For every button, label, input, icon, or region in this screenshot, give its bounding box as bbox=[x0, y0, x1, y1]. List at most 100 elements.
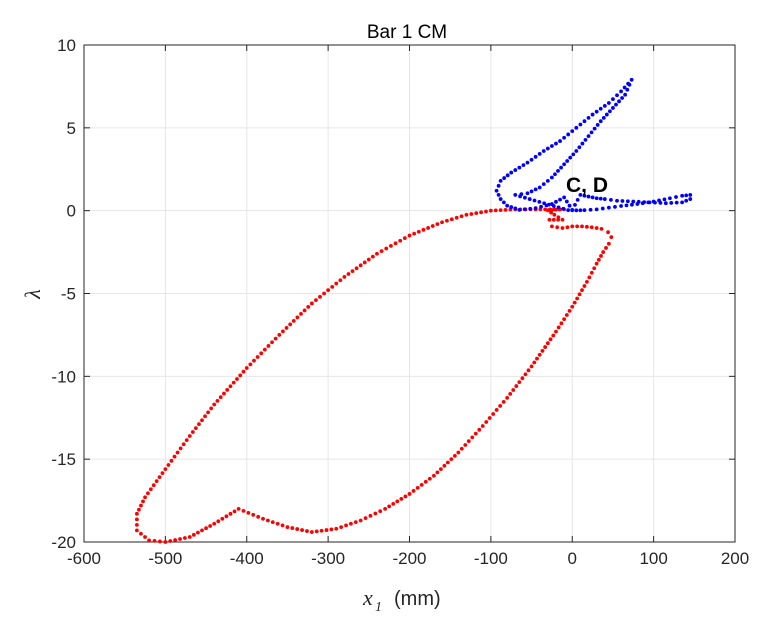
blue-data-point bbox=[674, 200, 679, 205]
red-data-point bbox=[228, 384, 233, 389]
blue-data-point bbox=[554, 141, 558, 146]
y-tick-label: 0 bbox=[67, 202, 76, 221]
red-data-point bbox=[594, 226, 599, 230]
blue-data-point bbox=[630, 202, 634, 207]
blue-data-point bbox=[513, 206, 518, 211]
red-data-point bbox=[173, 538, 178, 542]
red-data-point bbox=[139, 531, 143, 536]
blue-data-point bbox=[558, 197, 562, 202]
blue-data-point bbox=[542, 201, 547, 206]
red-data-point bbox=[442, 463, 447, 468]
blue-data-point bbox=[598, 119, 603, 124]
blue-data-point bbox=[529, 189, 534, 194]
y-tick-label: -20 bbox=[51, 533, 76, 552]
red-data-point bbox=[184, 438, 189, 443]
red-data-point bbox=[197, 422, 201, 427]
red-data-point bbox=[302, 308, 307, 313]
blue-data-point bbox=[562, 162, 567, 167]
blue-data-point bbox=[537, 199, 542, 204]
red-data-point bbox=[551, 217, 556, 222]
red-data-point bbox=[520, 376, 525, 381]
red-data-point bbox=[284, 326, 289, 330]
red-data-point bbox=[587, 275, 592, 280]
y-tick-label: 10 bbox=[57, 36, 76, 55]
blue-data-point bbox=[494, 188, 499, 193]
red-data-point bbox=[232, 509, 237, 514]
red-data-point bbox=[532, 360, 537, 365]
blue-data-point bbox=[669, 201, 674, 205]
blue-data-point bbox=[658, 201, 663, 205]
blue-data-point bbox=[614, 102, 618, 107]
blue-data-point bbox=[533, 206, 538, 211]
x-tick-label: -600 bbox=[67, 549, 101, 568]
red-data-point bbox=[589, 270, 594, 275]
red-data-point bbox=[399, 497, 404, 501]
blue-data-point bbox=[537, 185, 542, 190]
red-data-point bbox=[452, 453, 457, 458]
red-data-point bbox=[580, 224, 584, 229]
blue-data-point bbox=[562, 195, 567, 200]
red-data-point bbox=[488, 208, 493, 213]
red-data-point bbox=[479, 210, 484, 215]
x-axis-label-unit: (mm) bbox=[394, 588, 441, 610]
red-data-point bbox=[329, 527, 334, 532]
red-data-point bbox=[143, 495, 147, 500]
blue-data-point bbox=[615, 93, 619, 98]
blue-data-point bbox=[590, 112, 595, 117]
red-data-point bbox=[606, 241, 611, 246]
blue-data-point bbox=[601, 115, 606, 120]
red-data-point bbox=[445, 460, 450, 465]
red-data-point bbox=[319, 528, 324, 533]
red-data-point bbox=[350, 269, 355, 274]
blue-data-point bbox=[521, 163, 526, 168]
red-data-point bbox=[555, 225, 560, 230]
red-data-point bbox=[550, 224, 554, 229]
blue-data-point bbox=[602, 103, 607, 108]
blue-data-point bbox=[565, 159, 570, 163]
blue-data-point bbox=[590, 195, 595, 200]
red-data-point bbox=[187, 434, 192, 438]
red-data-point bbox=[470, 435, 475, 440]
blue-data-point bbox=[509, 205, 514, 209]
blue-data-point bbox=[663, 201, 668, 206]
x-axis-label: x 1 (mm) bbox=[362, 585, 441, 615]
red-data-point bbox=[208, 524, 213, 528]
red-data-point bbox=[152, 538, 157, 543]
blue-data-point bbox=[578, 122, 583, 127]
red-data-point bbox=[552, 212, 557, 217]
red-data-point bbox=[200, 528, 204, 533]
red-data-point bbox=[277, 333, 282, 337]
red-data-point bbox=[166, 463, 171, 467]
blue-data-point bbox=[570, 207, 575, 212]
red-data-point bbox=[200, 418, 204, 423]
red-data-point bbox=[609, 235, 614, 240]
red-data-point bbox=[599, 226, 604, 231]
red-data-point bbox=[309, 530, 314, 534]
red-data-point bbox=[231, 380, 236, 385]
red-data-point bbox=[383, 506, 387, 511]
blue-data-point bbox=[574, 125, 579, 130]
red-data-point bbox=[362, 260, 367, 265]
x-tick-label: -100 bbox=[474, 549, 508, 568]
blue-data-point bbox=[559, 165, 563, 170]
red-data-point bbox=[438, 467, 443, 472]
blue-data-point bbox=[553, 172, 557, 177]
red-data-point bbox=[543, 345, 548, 349]
red-data-point bbox=[204, 526, 208, 531]
red-data-point bbox=[464, 212, 469, 217]
red-data-point bbox=[295, 315, 300, 320]
red-data-point bbox=[175, 450, 180, 455]
blue-data-point bbox=[556, 169, 560, 173]
blue-data-point bbox=[629, 77, 634, 82]
red-data-point bbox=[505, 395, 510, 400]
blue-data-point bbox=[550, 175, 554, 180]
red-data-point bbox=[358, 518, 363, 523]
blue-data-point bbox=[571, 152, 576, 157]
red-data-point bbox=[344, 523, 348, 528]
red-data-point bbox=[606, 230, 610, 235]
blue-data-point bbox=[611, 106, 615, 110]
red-data-point bbox=[435, 470, 440, 475]
red-data-point bbox=[216, 519, 221, 524]
blue-data-point bbox=[595, 123, 600, 127]
red-data-point bbox=[373, 511, 378, 516]
